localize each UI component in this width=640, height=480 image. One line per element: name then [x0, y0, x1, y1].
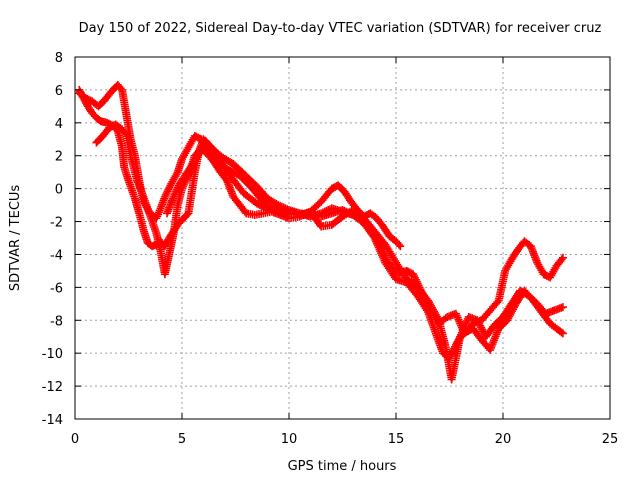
x-tick-label: 10	[281, 432, 298, 447]
y-tick-label: 2	[55, 150, 63, 165]
grid-lines	[75, 57, 610, 419]
data-point	[338, 206, 347, 215]
data-point	[394, 240, 403, 249]
series-track-4	[163, 136, 567, 338]
y-tick-label: -10	[42, 347, 63, 362]
data-point	[340, 206, 349, 215]
y-tick-label: -14	[42, 413, 63, 428]
x-tick-label: 5	[178, 432, 186, 447]
chart-title: Day 150 of 2022, Sidereal Day-to-day VTE…	[79, 21, 602, 36]
y-tick-label: -6	[50, 281, 63, 296]
data-point	[120, 128, 129, 137]
y-tick-label: 6	[55, 84, 63, 99]
data-point	[183, 210, 192, 219]
x-tick-label: 0	[71, 432, 79, 447]
data-point	[558, 329, 567, 338]
x-tick-label: 20	[495, 432, 512, 447]
data-point	[558, 303, 567, 312]
data-point	[343, 208, 352, 217]
data-point	[557, 255, 566, 264]
data-point	[557, 328, 566, 337]
y-tick-label: -12	[42, 380, 63, 395]
x-tick-label: 15	[388, 432, 405, 447]
data-point	[558, 253, 567, 262]
x-axis-label: GPS time / hours	[288, 459, 397, 474]
y-tick-label: 8	[55, 51, 63, 66]
y-tick-label: 4	[55, 117, 63, 132]
y-tick-label: -8	[50, 314, 63, 329]
y-tick-label: -2	[50, 216, 63, 231]
data-markers	[75, 80, 567, 384]
axis-ticks: -14 -12 -10 -8 -6 -4 -2 0 2 4 6 8 0 5 10 15 20 25	[42, 51, 619, 447]
data-point	[396, 242, 405, 251]
y-tick-label: -4	[50, 248, 63, 263]
x-tick-label: 25	[602, 432, 619, 447]
y-tick-label: 0	[55, 183, 63, 198]
y-axis-label: SDTVAR / TECUs	[8, 185, 23, 292]
data-point	[345, 209, 354, 218]
plot-frame	[74, 56, 611, 420]
data-point	[342, 207, 351, 216]
data-point	[116, 84, 125, 93]
